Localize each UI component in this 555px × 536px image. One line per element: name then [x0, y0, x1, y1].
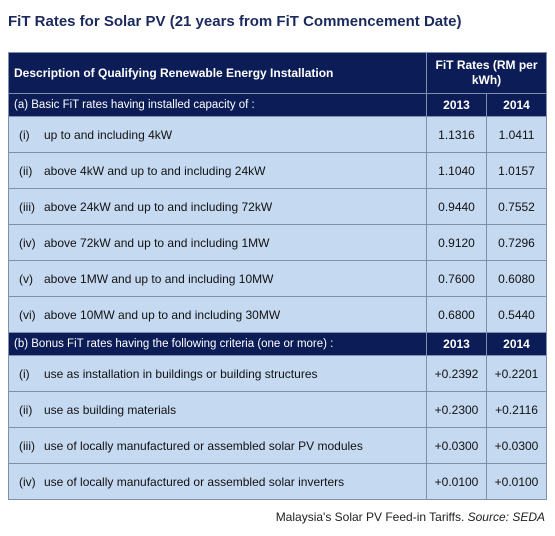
row-label: use as installation in buildings or buil…: [44, 366, 318, 381]
row-description: (iii) use of locally manufactured or asse…: [8, 427, 427, 464]
bonus-section-label: (b) Bonus FiT rates having the following…: [8, 332, 427, 356]
table-title: FiT Rates for Solar PV (21 years from Fi…: [8, 13, 462, 30]
rate-2014: 0.7296: [485, 224, 548, 261]
rate-2013: 1.1316: [426, 116, 487, 153]
row-number: (v): [19, 271, 33, 286]
row-description: (i) up to and including 4kW: [8, 116, 427, 153]
rate-2014: 1.0411: [485, 116, 548, 153]
rate-2013: 0.9120: [426, 224, 487, 261]
row-number: (ii): [19, 402, 33, 417]
rate-2013: +0.2392: [426, 355, 487, 392]
rate-2014: 0.5440: [485, 296, 548, 333]
row-label: use of locally manufactured or assembled…: [44, 438, 363, 453]
table-row: (ii) above 4kW and up to and including 24…: [8, 152, 548, 189]
row-label: above 1MW and up to and including 10MW: [44, 271, 274, 286]
rate-2013: 0.9440: [426, 188, 487, 225]
figure-caption: Malaysia's Solar PV Feed-in Tariffs. Sou…: [276, 510, 545, 524]
row-label: up to and including 4kW: [44, 127, 173, 142]
table-row: (i) use as installation in buildings or b…: [8, 355, 548, 392]
year-2014-header: 2014: [485, 332, 548, 356]
rate-2014: 0.7552: [485, 188, 548, 225]
bonus-section-header: (b) Bonus FiT rates having the following…: [8, 332, 548, 356]
row-number: (iv): [19, 474, 36, 489]
table-row: (iii) above 24kW and up to and including …: [8, 188, 548, 225]
table-row: (v) above 1MW and up to and including 10M…: [8, 260, 548, 297]
caption-text: Malaysia's Solar PV Feed-in Tariffs.: [275, 510, 468, 524]
rate-2014: 1.0157: [485, 152, 548, 189]
rate-2013: +0.0300: [426, 427, 487, 464]
rate-2013: +0.0100: [426, 463, 487, 500]
row-description: (vi) above 10MW and up to and including 3…: [8, 296, 427, 333]
row-description: (iv) use of locally manufactured or assem…: [8, 463, 427, 500]
rate-2014: +0.2201: [485, 355, 548, 392]
rate-2014: +0.2116: [485, 391, 548, 428]
rate-2014: 0.6080: [485, 260, 548, 297]
description-header: Description of Qualifying Renewable Ener…: [8, 52, 427, 94]
rate-2013: 1.1040: [426, 152, 487, 189]
row-label: use as building materials: [44, 402, 177, 417]
row-number: (ii): [19, 163, 33, 178]
rate-2013: 0.7600: [426, 260, 487, 297]
row-description: (v) above 1MW and up to and including 10M…: [8, 260, 427, 297]
row-number: (i): [19, 127, 30, 142]
row-description: (iv) above 72kW and up to and including 1…: [8, 224, 427, 261]
rate-2013: 0.6800: [426, 296, 487, 333]
row-description: (iii) above 24kW and up to and including …: [8, 188, 427, 225]
fit-rates-table: Description of Qualifying Renewable Ener…: [8, 52, 548, 500]
table-row: (vi) above 10MW and up to and including 3…: [8, 296, 548, 333]
row-number: (iii): [19, 438, 35, 453]
row-label: above 72kW and up to and including 1MW: [44, 235, 270, 250]
table-row: (iv) use of locally manufactured or assem…: [8, 463, 548, 500]
basic-section-label: (a) Basic FiT rates having installed cap…: [8, 93, 427, 117]
header-row: Description of Qualifying Renewable Ener…: [8, 52, 548, 94]
year-2013-header: 2013: [426, 93, 487, 117]
row-label: above 24kW and up to and including 72kW: [44, 199, 273, 214]
table-row: (ii) use as building materials +0.2300 +0.2…: [8, 391, 548, 428]
table-row: (iii) use of locally manufactured or asse…: [8, 427, 548, 464]
row-label: use of locally manufactured or assembled…: [44, 474, 345, 489]
row-number: (iv): [19, 235, 36, 250]
year-2014-header: 2014: [485, 93, 548, 117]
row-description: (ii) use as building materials: [8, 391, 427, 428]
row-description: (i) use as installation in buildings or b…: [8, 355, 427, 392]
rate-2014: +0.0100: [485, 463, 548, 500]
row-description: (ii) above 4kW and up to and including 24…: [8, 152, 427, 189]
row-label: above 4kW and up to and including 24kW: [44, 163, 266, 178]
year-2013-header: 2013: [426, 332, 487, 356]
basic-section: (a) Basic FiT rates having installed cap…: [8, 93, 548, 333]
rate-2013: +0.2300: [426, 391, 487, 428]
row-number: (i): [19, 366, 30, 381]
fit-rates-header: FiT Rates (RM per kWh): [425, 52, 548, 94]
caption-source: Source: SEDA: [467, 510, 545, 524]
rate-2014: +0.0300: [485, 427, 548, 464]
row-label: above 10MW and up to and including 30MW: [44, 307, 281, 322]
bonus-section: (b) Bonus FiT rates having the following…: [8, 332, 548, 500]
basic-section-header: (a) Basic FiT rates having installed cap…: [8, 93, 548, 117]
table-row: (iv) above 72kW and up to and including 1…: [8, 224, 548, 261]
table-row: (i) up to and including 4kW 1.1316 1.0411: [8, 116, 548, 153]
row-number: (iii): [19, 199, 35, 214]
row-number: (vi): [19, 307, 36, 322]
